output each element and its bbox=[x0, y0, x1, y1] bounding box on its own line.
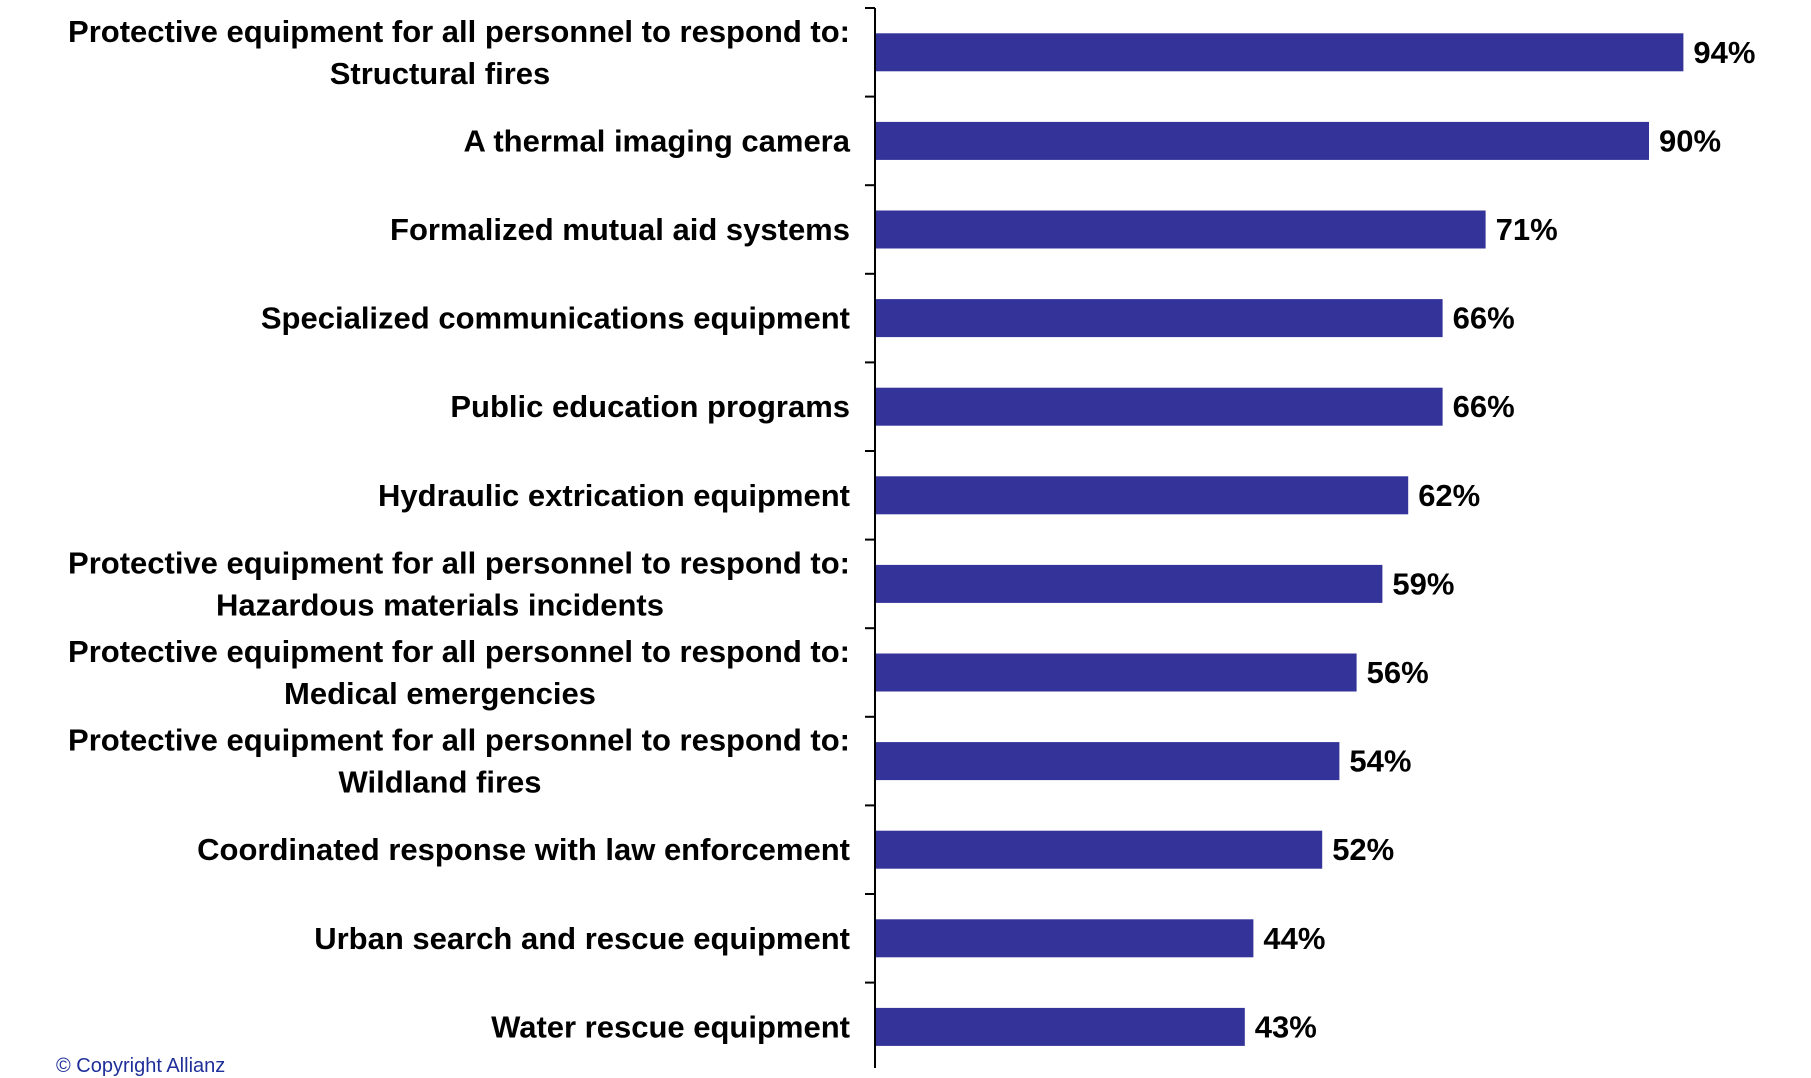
category-label-line: Protective equipment for all personnel t… bbox=[68, 634, 850, 669]
data-label: 90% bbox=[1659, 123, 1721, 158]
bar bbox=[876, 210, 1486, 249]
data-label: 66% bbox=[1453, 389, 1515, 424]
category-label: Protective equipment for all personnel t… bbox=[68, 14, 850, 91]
category-label-line: Medical emergencies bbox=[284, 676, 596, 711]
data-label: 71% bbox=[1496, 212, 1558, 247]
bar bbox=[876, 830, 1323, 869]
category-label-line: Specialized communications equipment bbox=[261, 301, 850, 336]
category-label-line: Structural fires bbox=[330, 56, 551, 91]
category-label: Formalized mutual aid systems bbox=[390, 212, 850, 247]
data-label: 52% bbox=[1332, 832, 1394, 867]
data-label: 56% bbox=[1367, 655, 1429, 690]
bar bbox=[876, 299, 1443, 338]
category-label: Coordinated response with law enforcemen… bbox=[197, 832, 850, 867]
bar bbox=[876, 653, 1357, 692]
category-label-line: Wildland fires bbox=[339, 765, 542, 800]
category-label-line: Public education programs bbox=[450, 389, 850, 424]
bar bbox=[876, 387, 1443, 426]
bar bbox=[876, 121, 1649, 160]
data-label: 62% bbox=[1418, 478, 1480, 513]
category-label: Protective equipment for all personnel t… bbox=[68, 723, 850, 800]
data-label: 43% bbox=[1255, 1009, 1317, 1044]
category-label-line: Protective equipment for all personnel t… bbox=[68, 723, 850, 758]
category-label: Hydraulic extrication equipment bbox=[378, 478, 850, 513]
bar bbox=[876, 33, 1684, 72]
category-label-line: Coordinated response with law enforcemen… bbox=[197, 832, 850, 867]
data-label: 54% bbox=[1349, 744, 1411, 779]
category-label-line: Urban search and rescue equipment bbox=[314, 921, 850, 956]
category-label-line: Formalized mutual aid systems bbox=[390, 212, 850, 247]
category-label: Specialized communications equipment bbox=[261, 301, 850, 336]
category-label-line: Hydraulic extrication equipment bbox=[378, 478, 850, 513]
category-label: Protective equipment for all personnel t… bbox=[68, 634, 850, 711]
data-label: 94% bbox=[1693, 35, 1755, 70]
category-label-line: Protective equipment for all personnel t… bbox=[68, 545, 850, 580]
category-label-line: Protective equipment for all personnel t… bbox=[68, 14, 850, 49]
category-label: A thermal imaging camera bbox=[464, 123, 851, 158]
bar bbox=[876, 919, 1254, 958]
category-label-line: Water rescue equipment bbox=[491, 1009, 850, 1044]
category-label-line: Hazardous materials incidents bbox=[216, 587, 664, 622]
category-label: Water rescue equipment bbox=[491, 1009, 850, 1044]
copyright-notice: © Copyright Allianz bbox=[56, 1055, 226, 1077]
data-label: 66% bbox=[1453, 301, 1515, 336]
bar bbox=[876, 564, 1383, 603]
bar bbox=[876, 1007, 1245, 1046]
bar bbox=[876, 742, 1340, 781]
data-label: 44% bbox=[1263, 921, 1325, 956]
data-label: 59% bbox=[1392, 566, 1454, 601]
category-label: Public education programs bbox=[450, 389, 850, 424]
category-label: Urban search and rescue equipment bbox=[314, 921, 850, 956]
category-label: Protective equipment for all personnel t… bbox=[68, 545, 850, 622]
category-label-line: A thermal imaging camera bbox=[464, 123, 851, 158]
bar bbox=[876, 476, 1409, 515]
